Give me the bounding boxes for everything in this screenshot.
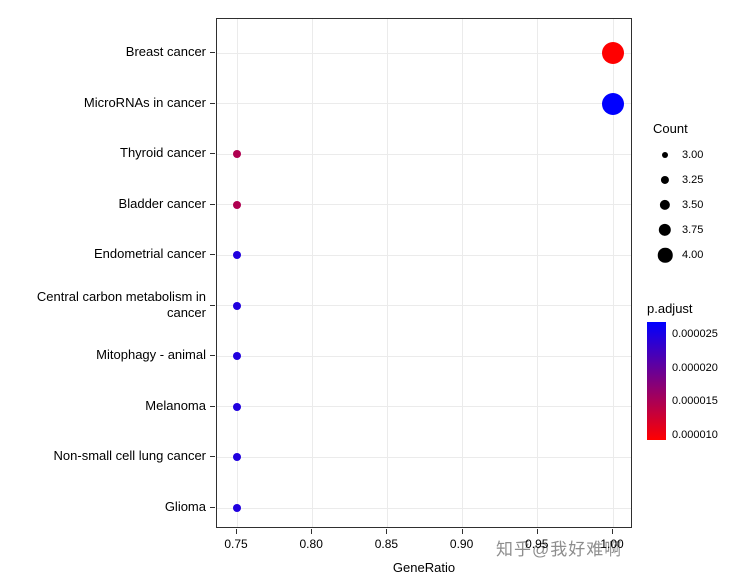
- count-legend-label: 3.75: [682, 224, 704, 236]
- x-gridline: [612, 19, 614, 527]
- y-axis-tick: [210, 153, 215, 155]
- count-legend-dot: [657, 247, 673, 263]
- x-axis-tick: [536, 529, 538, 534]
- y-axis-label: Mitophagy - animal: [96, 347, 206, 363]
- data-point: [233, 301, 241, 310]
- x-axis-tick: [386, 529, 388, 534]
- padjust-tick-label: 0.000020: [672, 361, 718, 374]
- x-tick-label: 0.95: [525, 537, 549, 551]
- x-gridline: [386, 19, 388, 527]
- y-axis-tick: [210, 52, 215, 53]
- count-legend-title: Count: [653, 121, 688, 136]
- y-axis-label: Non-small cell lung cancer: [53, 448, 206, 464]
- data-point: [233, 352, 241, 361]
- data-point: [233, 251, 241, 260]
- x-axis-title: GeneRatio: [392, 560, 456, 575]
- y-gridline: [217, 153, 631, 155]
- count-legend-label: 3.50: [682, 199, 704, 211]
- y-axis-label: Bladder cancer: [118, 195, 206, 211]
- y-axis-tick: [210, 254, 215, 256]
- count-legend-dot: [660, 175, 670, 185]
- count-legend-dot: [658, 223, 672, 237]
- y-axis-label: Thyroid cancer: [120, 144, 206, 160]
- x-tick-label: 1.00: [600, 537, 624, 551]
- y-gridline: [217, 254, 631, 256]
- padjust-tick-label: 0.000015: [672, 395, 718, 408]
- y-axis-tick: [210, 355, 215, 357]
- data-point: [233, 453, 241, 462]
- y-gridline: [217, 456, 631, 458]
- padjust-legend-title: p.adjust: [647, 301, 693, 316]
- y-axis-label: Central carbon metabolism in cancer: [36, 288, 206, 320]
- y-gridline: [217, 52, 631, 54]
- x-axis-tick: [461, 529, 463, 534]
- y-axis-tick: [210, 304, 215, 306]
- y-gridline: [217, 305, 631, 307]
- count-legend-label: 3.00: [682, 149, 704, 161]
- x-axis-tick: [236, 529, 237, 534]
- x-tick-label: 0.80: [299, 537, 323, 551]
- x-axis-tick: [311, 529, 313, 534]
- padjust-colorbar: [647, 322, 666, 440]
- data-point: [233, 402, 241, 411]
- y-gridline: [217, 507, 631, 509]
- y-axis-tick: [210, 405, 215, 407]
- y-axis-tick: [210, 456, 215, 458]
- y-axis-label: Endometrial cancer: [94, 246, 206, 262]
- data-point: [233, 200, 241, 209]
- y-gridline: [217, 355, 631, 357]
- x-tick-label: 0.75: [224, 537, 248, 551]
- y-axis-label: MicroRNAs in cancer: [83, 94, 206, 110]
- y-axis-label: Melanoma: [145, 397, 206, 413]
- padjust-tick-label: 0.000010: [672, 428, 718, 441]
- y-gridline: [217, 103, 631, 105]
- data-point: [233, 504, 241, 512]
- x-gridline: [311, 19, 313, 527]
- data-point: [602, 92, 624, 115]
- y-axis-tick: [210, 507, 215, 508]
- x-gridline: [462, 19, 464, 527]
- count-legend-label: 3.25: [682, 174, 704, 186]
- count-legend-label: 4.00: [682, 249, 704, 261]
- y-axis-label: Breast cancer: [125, 43, 206, 59]
- data-point: [602, 42, 624, 64]
- y-axis-tick: [210, 102, 215, 104]
- y-gridline: [217, 406, 631, 408]
- count-legend-dot: [662, 152, 668, 158]
- x-gridline: [236, 19, 238, 527]
- padjust-tick-label: 0.000025: [672, 328, 718, 341]
- y-axis-label: Glioma: [164, 498, 206, 514]
- plot-panel: [216, 18, 632, 528]
- x-axis-tick: [612, 529, 613, 534]
- count-legend-dot: [659, 199, 671, 211]
- data-point: [233, 150, 241, 159]
- x-tick-label: 0.90: [449, 537, 474, 551]
- y-gridline: [217, 204, 631, 206]
- x-tick-label: 0.85: [374, 537, 399, 551]
- y-axis-tick: [210, 203, 215, 205]
- x-gridline: [537, 19, 539, 527]
